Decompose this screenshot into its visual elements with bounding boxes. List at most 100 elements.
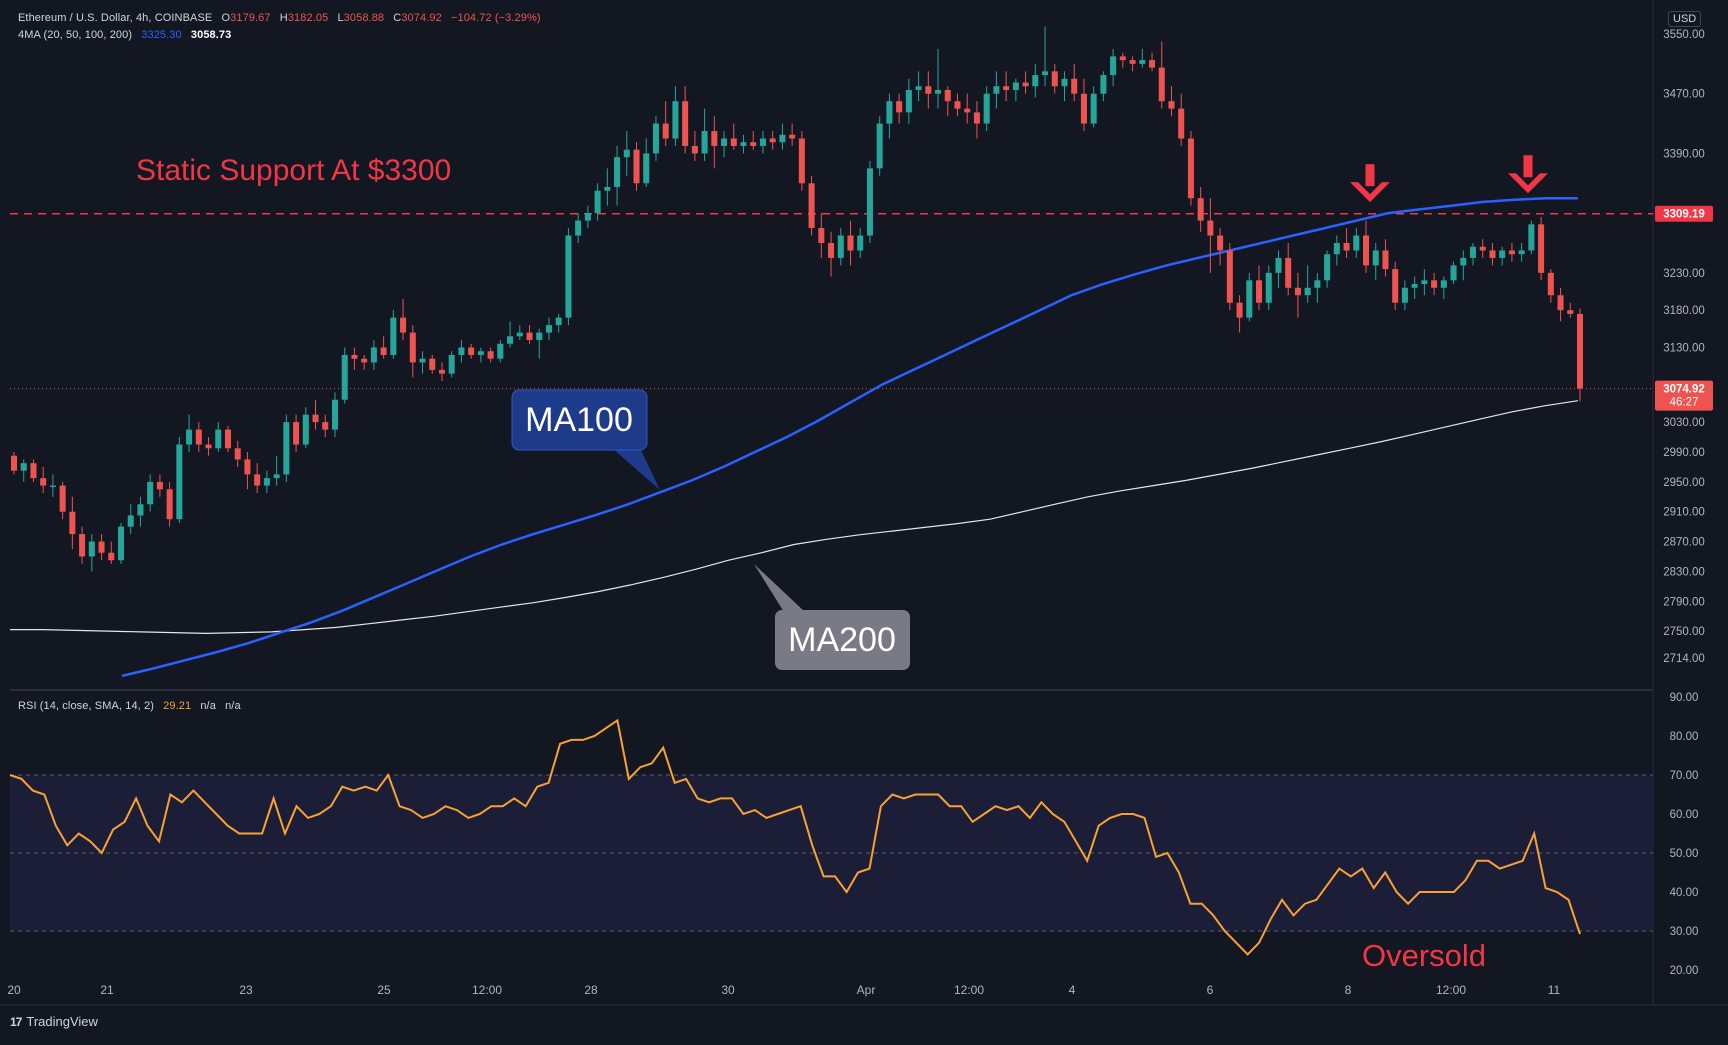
tradingview-brand: TradingView (26, 1014, 98, 1029)
candle (1411, 276, 1418, 299)
candle (1440, 276, 1447, 299)
candle-body (341, 354, 348, 400)
candle (536, 328, 543, 359)
candle (283, 414, 290, 482)
rsi-na-2: n/a (225, 700, 241, 712)
ma-legend[interactable]: 4MA (20, 50, 100, 200) 3325.30 3058.73 (18, 29, 233, 41)
candle-body (1479, 246, 1486, 251)
candle-body (536, 332, 543, 341)
candle-body (1421, 280, 1428, 285)
candle-body (896, 101, 903, 113)
candle-body (1314, 280, 1321, 288)
candle (1236, 295, 1243, 333)
price-tick-label: 2750.00 (1663, 626, 1705, 638)
price-tick-label: 2830.00 (1663, 566, 1705, 578)
candle (98, 534, 105, 561)
candle-body (808, 183, 815, 229)
candle (973, 101, 980, 139)
candle-body (614, 157, 621, 188)
candle-body (866, 168, 873, 236)
candle-body (711, 131, 718, 146)
candle (361, 354, 368, 370)
candle (779, 123, 786, 150)
candle (497, 340, 504, 363)
candle (322, 414, 329, 438)
candle (1032, 63, 1039, 98)
candle (730, 123, 737, 150)
candle (117, 522, 125, 564)
candle (1080, 78, 1087, 132)
rsi-legend[interactable]: RSI (14, close, SMA, 14, 2) 29.21 n/a n/… (18, 700, 243, 712)
candle-body (380, 347, 387, 355)
candle (1149, 52, 1156, 72)
candle (1333, 235, 1340, 266)
candle-body (1178, 108, 1185, 139)
candle (390, 310, 397, 359)
candle-body (293, 422, 300, 445)
candle-body (1324, 254, 1331, 281)
time-tick-label: 12:00 (1436, 983, 1466, 997)
open-value: 3179.67 (230, 12, 271, 24)
candle-body (575, 220, 582, 236)
candle-body (176, 444, 183, 520)
candle-body (1576, 313, 1584, 389)
candle-body (477, 351, 484, 355)
candle-body (1460, 257, 1467, 266)
price-tick-label: 3230.00 (1663, 268, 1705, 280)
candle (1285, 242, 1292, 296)
candle (828, 231, 835, 277)
candle-body (195, 429, 202, 445)
candle-body (419, 358, 426, 363)
tradingview-footer[interactable]: 17 TradingView (10, 1014, 98, 1029)
candle (866, 160, 873, 243)
candle-body (429, 358, 436, 370)
candle-body (487, 351, 494, 359)
candle (1042, 26, 1049, 87)
candle (575, 213, 582, 243)
candle (545, 317, 552, 341)
candle (1557, 287, 1564, 322)
candle-body (730, 138, 737, 146)
candle (789, 123, 796, 146)
candle (1372, 242, 1379, 281)
rsi-tick-label: 60.00 (1670, 809, 1699, 821)
candle (88, 534, 95, 572)
time-tick-label: Apr (857, 983, 876, 997)
time-tick-label: 12:00 (472, 983, 502, 997)
candle-body (555, 317, 562, 326)
candle (205, 437, 212, 456)
candle (1382, 239, 1389, 277)
candle (370, 340, 377, 370)
candle (672, 86, 679, 146)
candle-body (234, 448, 241, 460)
price-tick-label: 2870.00 (1663, 537, 1705, 549)
candle (409, 325, 416, 378)
candle (964, 93, 971, 124)
candle-body (458, 347, 465, 355)
candle-body (759, 138, 766, 146)
candle-body (49, 485, 56, 488)
arrow-shaft (1523, 155, 1533, 178)
time-tick-label: 30 (721, 983, 735, 997)
candle-body (69, 511, 76, 535)
price-tick-label: 2910.00 (1663, 507, 1705, 519)
candle-body (1518, 250, 1525, 255)
candle-body (721, 138, 728, 146)
candle-body (1440, 280, 1447, 288)
candle-body (779, 134, 786, 143)
candle-body (1100, 75, 1107, 94)
price-tick-label: 3030.00 (1663, 417, 1705, 429)
candle-body (1071, 78, 1078, 94)
ma100-callout-box (511, 389, 648, 451)
tradingview-logo-icon: 17 (10, 1014, 22, 1029)
last-price-badge (1655, 380, 1713, 411)
candle (59, 481, 66, 520)
time-tick-label: 8 (1345, 983, 1352, 997)
candle-body (10, 455, 18, 471)
symbol-legend: Ethereum / U.S. Dollar, 4h, COINBASE O31… (18, 12, 543, 24)
candle (137, 496, 144, 527)
currency-button[interactable]: USD (1668, 11, 1702, 27)
candle-body (1304, 287, 1311, 296)
support-price-label: 3309.19 (1663, 209, 1705, 221)
price-tick-label: 2714.00 (1663, 653, 1705, 665)
